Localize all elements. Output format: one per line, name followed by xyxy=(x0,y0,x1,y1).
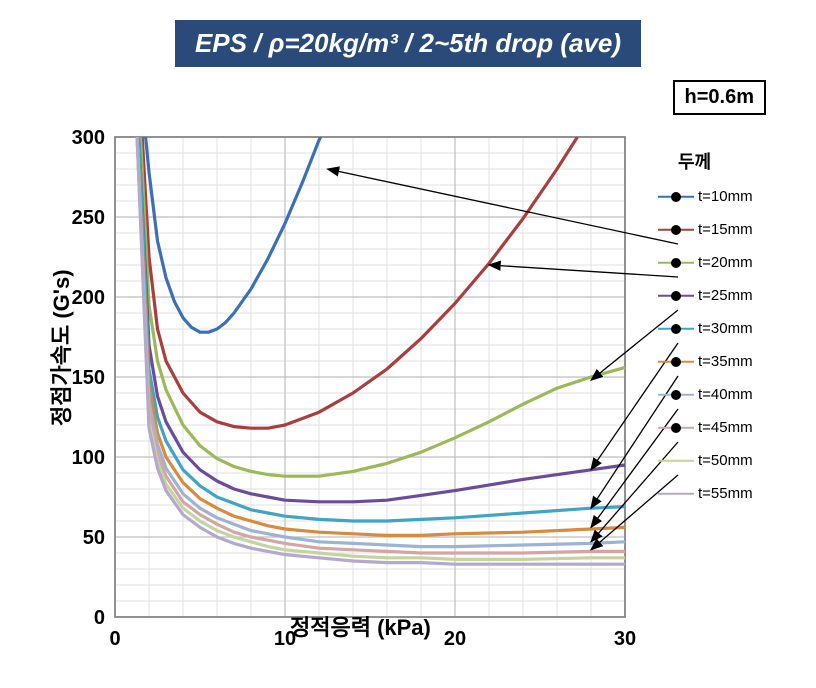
legend-item: t=45mm xyxy=(658,411,753,444)
legend-label: t=55mm xyxy=(698,485,753,502)
legend-label: t=40mm xyxy=(698,386,753,403)
svg-text:30: 30 xyxy=(614,628,636,650)
legend-item: t=10mm xyxy=(658,180,753,213)
svg-text:0: 0 xyxy=(109,628,120,650)
x-axis-label: 정적응력 (kPa) xyxy=(290,610,431,642)
legend-label: t=35mm xyxy=(698,353,753,370)
legend-item: t=20mm xyxy=(658,246,753,279)
legend-item: t=25mm xyxy=(658,279,753,312)
legend-label: t=15mm xyxy=(698,221,753,238)
legend-label: t=45mm xyxy=(698,419,753,436)
svg-text:300: 300 xyxy=(72,127,105,149)
legend-item: t=15mm xyxy=(658,213,753,246)
svg-text:150: 150 xyxy=(72,367,105,389)
legend: t=10mm t=15mm t=20mm t=25mm t=30mm t=35mm t=40… xyxy=(658,180,753,510)
legend-item: t=35mm xyxy=(658,345,753,378)
legend-label: t=10mm xyxy=(698,188,753,205)
legend-item: t=50mm xyxy=(658,444,753,477)
chart-title: EPS / ρ=20kg/m³ / 2~5th drop (ave) xyxy=(175,20,641,67)
svg-text:0: 0 xyxy=(94,607,105,629)
annotation-h: h=0.6m xyxy=(673,80,766,115)
legend-title: 두께 xyxy=(678,148,711,174)
legend-label: t=50mm xyxy=(698,452,753,469)
legend-item: t=40mm xyxy=(658,378,753,411)
svg-text:100: 100 xyxy=(72,447,105,469)
chart-container: EPS / ρ=20kg/m³ / 2~5th drop (ave) 01020… xyxy=(20,20,796,668)
legend-item: t=30mm xyxy=(658,312,753,345)
svg-text:50: 50 xyxy=(83,527,105,549)
svg-text:200: 200 xyxy=(72,287,105,309)
legend-label: t=30mm xyxy=(698,320,753,337)
legend-item: t=55mm xyxy=(658,477,753,510)
svg-text:250: 250 xyxy=(72,207,105,229)
y-axis-label: 정점가속도 (G's) xyxy=(44,246,76,426)
svg-text:20: 20 xyxy=(444,628,466,650)
legend-label: t=20mm xyxy=(698,254,753,271)
legend-label: t=25mm xyxy=(698,287,753,304)
